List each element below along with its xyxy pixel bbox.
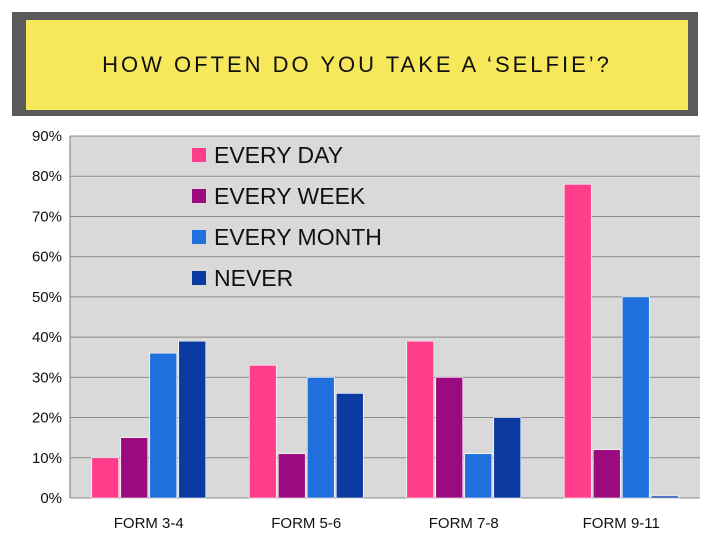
x-tick-label: FORM 5-6 (271, 515, 341, 532)
bar-chart: 0% 10% 20% 30% 40% 50% 60% 70% 80% 90% FORM 3-4 FOR… (32, 128, 700, 532)
legend-label: EVERY DAY (214, 142, 343, 168)
legend-swatch (192, 148, 206, 162)
bar-every-month (464, 453, 493, 499)
y-tick-label: 20% (32, 410, 62, 427)
y-tick-label: 60% (32, 249, 62, 266)
bar-every-week (592, 449, 621, 499)
bar-every-day (406, 340, 435, 499)
bar-every-month (149, 352, 178, 499)
bar-never (650, 495, 679, 499)
y-tick-label: 0% (40, 490, 62, 507)
y-tick-label: 70% (32, 208, 62, 225)
title-box: HOW OFTEN DO YOU TAKE A ‘SELFIE’? (26, 20, 688, 110)
x-tick-label: FORM 9-11 (583, 515, 660, 532)
legend-swatch (192, 230, 206, 244)
legend-label: NEVER (214, 265, 293, 291)
bar-every-week (277, 453, 306, 499)
y-tick-label: 90% (32, 128, 62, 145)
bar-every-day (91, 457, 120, 499)
y-tick-label: 40% (32, 329, 62, 346)
legend-swatch (192, 271, 206, 285)
y-tick-label: 30% (32, 369, 62, 386)
bar-never (178, 340, 207, 499)
bar-never (493, 417, 522, 499)
bar-every-month (306, 377, 335, 499)
legend-label: EVERY WEEK (214, 183, 366, 209)
y-tick-label: 50% (32, 289, 62, 306)
legend-label: EVERY MONTH (214, 224, 382, 250)
x-tick-label: FORM 7-8 (429, 515, 499, 532)
legend-swatch (192, 189, 206, 203)
bar-every-day (563, 183, 592, 499)
bar-never (335, 393, 364, 499)
bar-every-week (435, 377, 464, 499)
x-tick-label: FORM 3-4 (114, 515, 184, 532)
chart-title: HOW OFTEN DO YOU TAKE A ‘SELFIE’? (102, 52, 612, 77)
bar-every-month (621, 296, 650, 499)
chart-area: 0% 10% 20% 30% 40% 50% 60% 70% 80% 90% FORM 3-4 FOR… (10, 126, 710, 536)
y-tick-label: 10% (32, 450, 62, 467)
bar-every-week (120, 437, 149, 499)
bar-every-day (248, 364, 277, 499)
y-tick-label: 80% (32, 168, 62, 185)
